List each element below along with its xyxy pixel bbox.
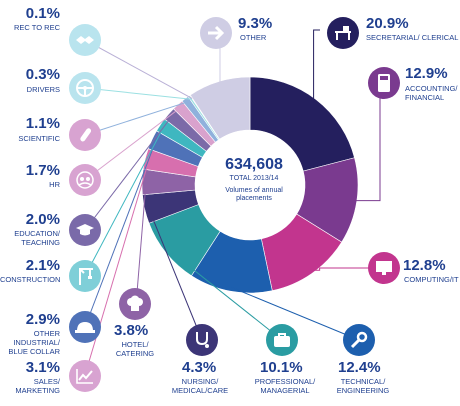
steering-wheel-icon (69, 72, 101, 104)
label-industrial: OTHER INDUSTRIAL/ BLUE COLLAR (8, 329, 60, 356)
leader-line-4 (168, 249, 283, 341)
line-chart-icon (69, 360, 101, 392)
pct-hotel: 3.8% (114, 322, 149, 339)
desk-icon (327, 17, 359, 49)
pct-drivers: 0.3% (25, 66, 60, 83)
pct-technical: 12.4% (338, 359, 381, 376)
label-rec: REC TO REC (14, 23, 60, 32)
crane-icon (69, 260, 101, 292)
label-secretarial: SECRETARIAL/ CLERICAL (366, 33, 459, 42)
mortarboard-icon (69, 214, 101, 246)
leader-line-14 (84, 39, 193, 99)
handshake-icon (69, 24, 101, 56)
leader-line-0 (313, 29, 320, 103)
test-tube-icon (69, 119, 101, 151)
label-nursing: NURSING/ MEDICAL/CARE (171, 377, 229, 395)
label-professional: PROFESSIONAL/ MANAGERIAL (254, 377, 316, 395)
label-other: OTHER (240, 33, 267, 42)
briefcase-icon (266, 324, 298, 356)
hard-hat-icon (69, 311, 101, 343)
label-education: EDUCATION/ TEACHING (14, 229, 60, 247)
monitor-icon (368, 252, 400, 284)
leader-line-5 (148, 208, 203, 341)
chef-hat-icon (119, 288, 151, 320)
leader-line-9 (84, 126, 165, 277)
leader-line-3 (230, 286, 360, 341)
pct-computing: 12.8% (403, 257, 446, 274)
label-hotel: HOTEL/ CATERING (115, 340, 155, 358)
center-caption: Volumes of annual placements (225, 187, 283, 202)
pct-nursing: 4.3% (182, 359, 217, 376)
pct-construction: 2.1% (25, 257, 60, 274)
arrow-right-icon (200, 17, 232, 49)
donut-hole (195, 130, 305, 240)
label-technical: TECHNICAL/ ENGINEERING (336, 377, 390, 395)
pct-other: 9.3% (238, 15, 273, 32)
leader-line-7 (84, 159, 150, 376)
leader-line-13 (84, 87, 192, 100)
center-total: 634,608 (225, 156, 283, 173)
label-sales: SALES/ MARKETING (15, 377, 60, 395)
leader-line-10 (84, 116, 173, 231)
label-accounting: ACCOUNTING/ FINANCIAL (405, 84, 458, 102)
label-scientific: SCIENTIFIC (18, 134, 60, 143)
label-drivers: DRIVERS (26, 85, 60, 94)
label-computing: COMPUTING/IT (404, 275, 459, 284)
wrench-icon (343, 324, 375, 356)
center-subtitle: TOTAL 2013/14 (229, 175, 279, 182)
leader-line-6 (135, 182, 147, 306)
pct-sales: 3.1% (25, 359, 60, 376)
label-hr: HR (49, 180, 60, 189)
pct-professional: 10.1% (260, 359, 303, 376)
pct-secretarial: 20.9% (366, 15, 409, 32)
label-construction: CONSTRUCTION (0, 275, 61, 284)
stethoscope-icon (186, 324, 218, 356)
calculator-icon (368, 67, 400, 99)
pct-hr: 1.7% (25, 162, 60, 179)
people-icon (69, 164, 101, 196)
leader-line-8 (84, 141, 157, 328)
leader-line-11 (84, 107, 181, 181)
pct-scientific: 1.1% (25, 115, 60, 132)
leader-line-12 (84, 101, 188, 136)
pct-rec: 0.1% (25, 5, 60, 22)
pct-accounting: 12.9% (405, 65, 448, 82)
pct-education: 2.0% (25, 211, 60, 228)
pct-industrial: 2.9% (25, 311, 60, 328)
leader-line-2 (309, 267, 385, 271)
